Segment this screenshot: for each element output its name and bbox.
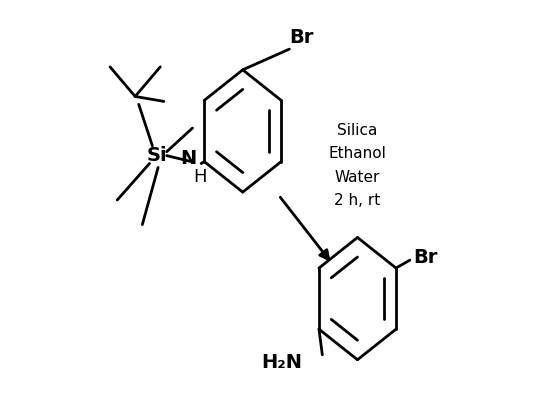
Text: N: N [180,149,196,168]
Text: H: H [193,168,206,186]
Text: Br: Br [414,248,438,267]
Text: Si: Si [146,146,167,165]
Text: Silica
Ethanol
Water
2 h, rt: Silica Ethanol Water 2 h, rt [328,123,387,208]
Text: H₂N: H₂N [261,353,303,372]
Text: Br: Br [289,28,314,47]
